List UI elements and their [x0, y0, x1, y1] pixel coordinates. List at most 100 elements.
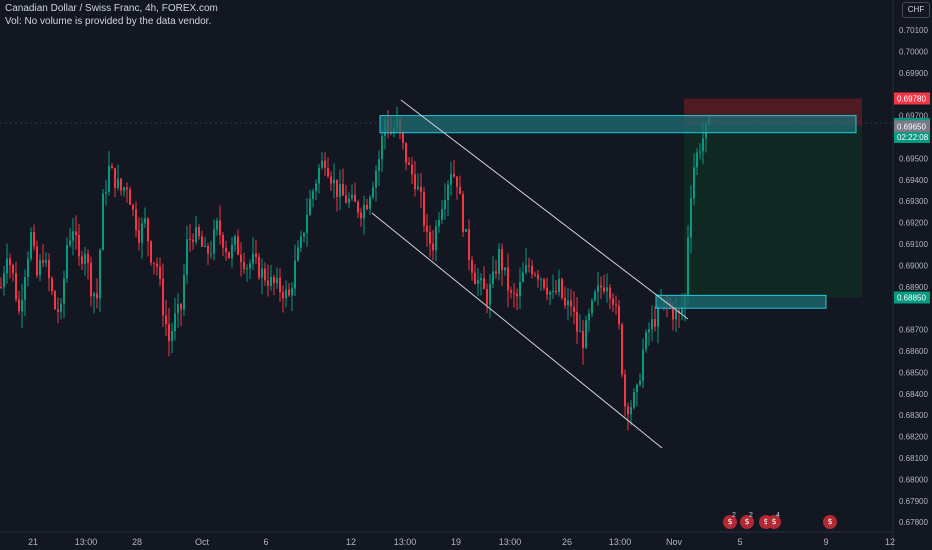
candle-body: [15, 273, 17, 300]
candle-body: [366, 204, 368, 210]
candle-body: [474, 272, 476, 284]
candle-body: [219, 220, 221, 235]
candle-body: [672, 306, 674, 320]
economic-event-icon[interactable]: $: [740, 515, 754, 529]
candle-body: [126, 187, 128, 190]
candle-body: [297, 247, 299, 261]
time-tick: 28: [132, 537, 142, 547]
candle-body: [579, 330, 581, 332]
channel-lower-line: [371, 212, 663, 449]
candle-body: [306, 214, 308, 233]
price-tick: 0.70100: [899, 26, 928, 35]
candle-body: [516, 293, 518, 297]
candle-body: [456, 176, 458, 187]
time-tick: 26: [562, 537, 572, 547]
candle-body: [246, 268, 248, 270]
candle-body: [102, 193, 104, 250]
candle-body: [537, 274, 539, 280]
candle-body: [0, 286, 2, 288]
candle-body: [330, 176, 332, 184]
candle-body: [144, 218, 146, 224]
candle-body: [627, 406, 629, 415]
candle-body: [699, 151, 701, 153]
price-tick: 0.69000: [899, 261, 928, 270]
candle-body: [639, 380, 641, 385]
candle-body: [483, 278, 485, 289]
candle-body: [621, 324, 623, 375]
candle-body: [420, 186, 422, 193]
candle-body: [147, 218, 149, 242]
candle-body: [3, 273, 5, 287]
candle-body: [255, 253, 257, 257]
candle-body: [345, 195, 347, 203]
price-tick: 0.67900: [899, 497, 928, 506]
candle-body: [618, 305, 620, 325]
take-profit-area: [684, 126, 862, 298]
candle-body: [243, 261, 245, 270]
candle-body: [213, 229, 215, 254]
candle-body: [636, 384, 638, 392]
candle-body: [582, 330, 584, 349]
time-tick: 5: [737, 537, 742, 547]
candle-body: [294, 260, 296, 289]
candle-body: [165, 315, 167, 325]
time-tick: 13:00: [394, 537, 417, 547]
candle-body: [561, 278, 563, 298]
economic-event-icon[interactable]: $: [823, 515, 837, 529]
price-tick: 0.68900: [899, 283, 928, 292]
candle-body: [546, 287, 548, 295]
candle-body: [216, 220, 218, 230]
candle-body: [327, 168, 329, 177]
candle-body: [120, 178, 122, 191]
candle-body: [225, 247, 227, 253]
currency-button[interactable]: CHF: [902, 2, 930, 18]
economic-event-icon[interactable]: $: [723, 515, 737, 529]
price-tick: 0.69300: [899, 197, 928, 206]
time-tick: 21: [28, 537, 38, 547]
candle-body: [606, 287, 608, 292]
candle-body: [519, 281, 521, 297]
candle-body: [429, 231, 431, 244]
candle-body: [279, 277, 281, 293]
candle-body: [489, 283, 491, 305]
candle-body: [231, 244, 233, 258]
candle-body: [21, 299, 23, 312]
entry-price-label: 0.69650: [897, 122, 926, 131]
candle-body: [6, 258, 8, 274]
candle-body: [591, 300, 593, 314]
event-count: 2: [749, 512, 753, 519]
candle-body: [624, 374, 626, 407]
candle-body: [168, 324, 170, 342]
candle-body: [162, 278, 164, 316]
price-tick: 0.69700: [899, 112, 928, 121]
time-tick: 6: [263, 537, 268, 547]
candle-body: [447, 184, 449, 201]
volume-note: Vol: No volume is provided by the data v…: [5, 16, 212, 27]
candle-body: [273, 276, 275, 284]
candle-body: [651, 319, 653, 330]
economic-event-icon[interactable]: $: [767, 515, 781, 529]
candle-body: [48, 260, 50, 279]
candle-body: [528, 265, 530, 267]
candle-body: [321, 160, 323, 168]
event-count: 4: [776, 512, 780, 519]
candle-body: [39, 260, 41, 276]
time-tick: Oct: [195, 537, 210, 547]
candle-body: [198, 227, 200, 237]
candle-body: [87, 253, 89, 263]
price-tick: 0.68000: [899, 475, 928, 484]
time-tick: 12: [346, 537, 356, 547]
candle-body: [192, 239, 194, 242]
candle-body: [309, 198, 311, 215]
candle-body: [72, 231, 74, 241]
candle-body: [33, 232, 35, 247]
candle-body: [567, 300, 569, 306]
candle-body: [534, 274, 536, 276]
stop-loss-price-label-bg: [894, 92, 930, 105]
candle-body: [249, 263, 251, 269]
candle-body: [18, 299, 20, 312]
candle-body: [369, 197, 371, 210]
candle-body: [441, 209, 443, 220]
candle-body: [558, 278, 560, 293]
